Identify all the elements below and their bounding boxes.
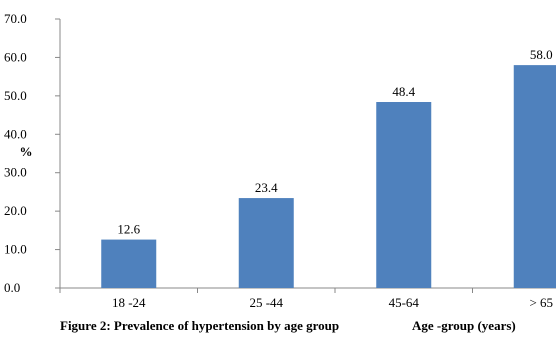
x-tick-label: 25 -44 [249, 295, 283, 310]
y-tick-label: 20.0 [4, 203, 27, 218]
bar [238, 198, 294, 288]
x-axis-ticks: 18 -24 25 -44 45-64 > 65 [59, 288, 553, 310]
y-tick-label: 30.0 [4, 165, 27, 180]
bar [101, 239, 157, 288]
x-tick-label: > 65 [529, 295, 553, 310]
bar-value-label: 48.4 [392, 84, 415, 99]
bar [376, 102, 432, 289]
bar [513, 65, 556, 288]
figure-caption: Figure 2: Prevalence of hypertension by … [60, 318, 340, 333]
bar-value-label: 58.0 [530, 47, 553, 62]
y-axis-ticks: 0.0 10.0 20.0 30.0 40.0 50.0 60.0 70.0 [4, 11, 60, 295]
y-axis-label: % [20, 144, 33, 159]
bar-value-label: 23.4 [255, 180, 278, 195]
x-axis-label: Age -group (years) [412, 318, 516, 333]
y-tick-label: 50.0 [4, 88, 27, 103]
y-tick-label: 70.0 [4, 11, 27, 26]
data-labels: 12.6 23.4 48.4 58.0 [117, 47, 552, 236]
y-tick-label: 40.0 [4, 126, 27, 141]
x-tick-label: 18 -24 [112, 295, 146, 310]
y-tick-label: 60.0 [4, 49, 27, 64]
y-tick-label: 10.0 [4, 242, 27, 257]
x-tick-label: 45-64 [389, 295, 420, 310]
y-tick-label: 0.0 [4, 280, 20, 295]
bar-series [101, 65, 556, 289]
bar-value-label: 12.6 [117, 222, 140, 237]
